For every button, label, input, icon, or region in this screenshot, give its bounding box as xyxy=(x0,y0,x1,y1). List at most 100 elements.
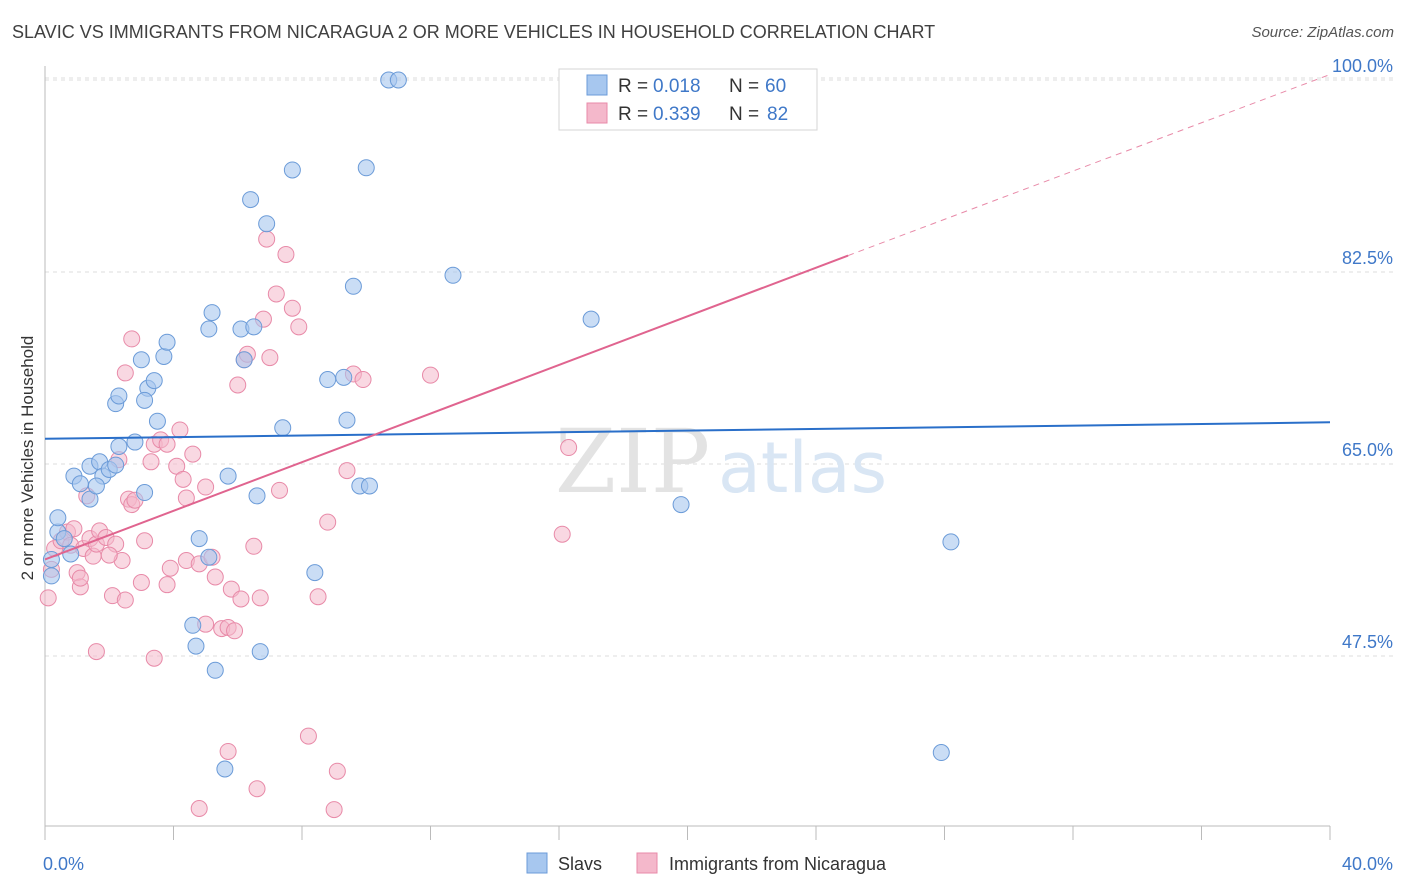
nicaragua-point xyxy=(267,285,285,303)
slavs-point xyxy=(357,159,375,177)
nicaragua-point xyxy=(283,299,301,317)
nicaragua-point xyxy=(116,591,134,609)
nicaragua-trend-extension xyxy=(847,74,1331,257)
slavs-point xyxy=(335,368,353,386)
slavs-point xyxy=(71,475,89,493)
nicaragua-point xyxy=(39,589,57,607)
nicaragua-point xyxy=(171,421,189,439)
nicaragua-point xyxy=(245,537,263,555)
slavs-point xyxy=(235,351,253,369)
slavs-point xyxy=(200,548,218,566)
slavs-point xyxy=(55,530,73,548)
nicaragua-point xyxy=(226,622,244,640)
watermark-atlas: atlas xyxy=(718,427,887,509)
nicaragua-point xyxy=(277,245,295,263)
slavs-point xyxy=(145,372,163,390)
nicaragua-point xyxy=(229,376,247,394)
watermark: ZIP atlas xyxy=(555,410,887,513)
slavs-point xyxy=(107,456,125,474)
slavs-point xyxy=(258,215,276,233)
nicaragua-point xyxy=(271,481,289,499)
slavs-point xyxy=(389,71,407,89)
nicaragua-swatch xyxy=(586,102,608,124)
slavs-point xyxy=(932,744,950,762)
legend-slavs-swatch xyxy=(526,852,548,874)
slavs-point xyxy=(49,509,67,527)
slavs-point xyxy=(338,411,356,429)
slavs-point xyxy=(245,318,263,336)
nicaragua-point xyxy=(354,371,372,389)
nicaragua-point xyxy=(338,462,356,480)
slavs-point xyxy=(360,477,378,495)
y-tick-label-0: 100.0% xyxy=(1332,56,1393,76)
nicaragua-point xyxy=(142,453,160,471)
stats-legend: R = 0.018 N = 60 R = 0.339 N = 82 xyxy=(558,68,818,131)
slavs-point xyxy=(158,333,176,351)
nicaragua-point xyxy=(261,349,279,367)
slavs-point xyxy=(319,371,337,389)
nicaragua-point xyxy=(158,576,176,594)
slavs-points xyxy=(42,71,960,778)
nicaragua-point xyxy=(87,643,105,661)
nicaragua-point xyxy=(422,366,439,384)
nicaragua-point xyxy=(136,532,154,550)
slavs-n-label: N = xyxy=(729,76,759,97)
nicaragua-point xyxy=(197,478,215,496)
nicaragua-point xyxy=(100,546,118,564)
nicaragua-point xyxy=(299,727,317,745)
nicaragua-n-label: N = xyxy=(729,104,759,125)
chart-title: SLAVIC VS IMMIGRANTS FROM NICARAGUA 2 OR… xyxy=(12,22,936,42)
nicaragua-point xyxy=(560,439,578,457)
slavs-point xyxy=(203,304,221,322)
slavs-point xyxy=(190,530,208,548)
source-credit: Source: ZipAtlas.com xyxy=(1251,24,1394,41)
tick-labels: 100.0% 82.5% 65.0% 47.5% 0.0% 40.0% xyxy=(43,56,1393,874)
slavs-point xyxy=(274,419,292,437)
slavs-point xyxy=(87,477,105,495)
slavs-point xyxy=(136,484,154,502)
legend-nicaragua-swatch xyxy=(636,852,658,874)
slavs-point xyxy=(444,266,462,284)
nicaragua-r-label: R = xyxy=(618,104,648,125)
nicaragua-point xyxy=(116,364,134,382)
nicaragua-point xyxy=(290,318,308,336)
slavs-r-value: 0.018 xyxy=(653,76,701,97)
nicaragua-point xyxy=(206,568,224,586)
legend-nicaragua-label: Immigrants from Nicaragua xyxy=(669,854,887,874)
nicaragua-point xyxy=(328,762,346,780)
slavs-point xyxy=(200,320,218,338)
x-tick-label-end: 40.0% xyxy=(1342,854,1393,874)
nicaragua-point xyxy=(174,470,192,488)
axes xyxy=(44,66,1331,840)
slavs-point xyxy=(942,533,960,551)
slavs-point xyxy=(283,161,301,179)
slavs-point xyxy=(306,564,324,582)
nicaragua-point xyxy=(232,590,250,608)
slavs-point xyxy=(148,412,166,430)
nicaragua-point xyxy=(319,513,337,531)
slavs-point xyxy=(248,487,266,505)
slavs-point xyxy=(110,387,128,405)
slavs-point xyxy=(126,433,144,451)
slavs-point xyxy=(42,567,60,585)
slavs-point xyxy=(184,616,202,634)
slavs-point xyxy=(672,496,690,514)
nicaragua-point xyxy=(158,435,176,453)
nicaragua-r-value: 0.339 xyxy=(653,104,701,125)
slavs-point xyxy=(216,760,234,778)
nicaragua-point xyxy=(161,559,179,577)
y-axis-label: 2 or more Vehicles in Household xyxy=(18,336,37,581)
slavs-n-value: 60 xyxy=(765,76,786,97)
nicaragua-point xyxy=(219,742,237,760)
slavs-point xyxy=(155,347,173,365)
slavs-point xyxy=(242,191,260,209)
nicaragua-point xyxy=(184,445,202,463)
nicaragua-point xyxy=(132,573,150,591)
y-tick-label-1: 82.5% xyxy=(1342,248,1393,268)
trend-lines xyxy=(44,74,1331,561)
nicaragua-trend-line xyxy=(44,254,849,561)
nicaragua-point xyxy=(325,801,343,819)
series-legend: Slavs Immigrants from Nicaragua xyxy=(526,852,887,874)
slavs-r-label: R = xyxy=(618,76,648,97)
